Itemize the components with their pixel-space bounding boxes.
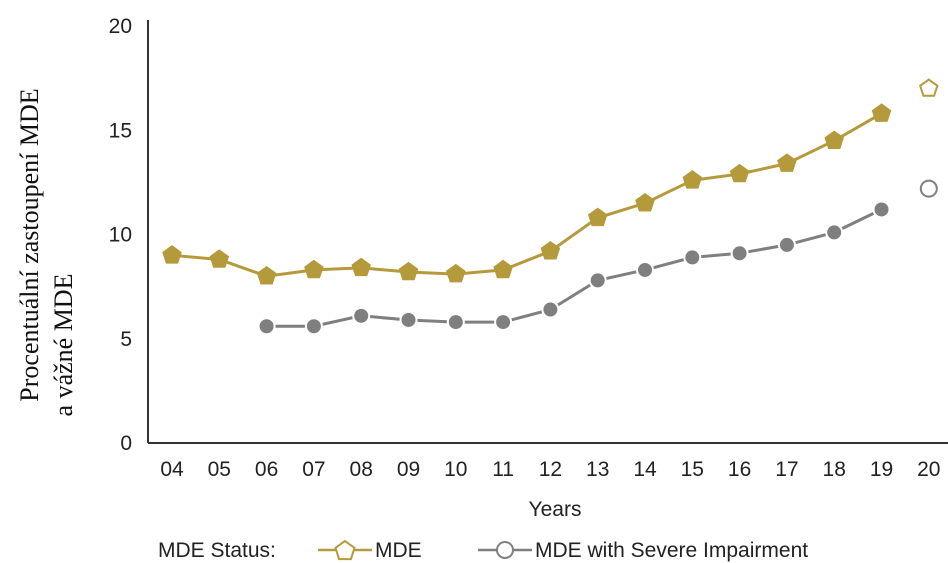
x-tick-label: 11 [492, 458, 514, 481]
series-line [171, 112, 883, 278]
x-tick-label: 17 [775, 458, 798, 481]
x-tick-label: 07 [302, 458, 325, 481]
data-point [777, 235, 796, 254]
data-point [494, 313, 513, 332]
y-axis-label-line-1: Procentuální zastoupení MDE [15, 88, 44, 401]
x-tick-label: 05 [208, 458, 231, 481]
data-point [777, 153, 797, 172]
data-point [304, 317, 323, 336]
y-tick-label: 5 [120, 328, 132, 351]
data-point [730, 244, 749, 263]
data-point [304, 259, 324, 279]
data-point [399, 310, 418, 329]
data-point [493, 259, 513, 279]
x-tick-label: 09 [397, 458, 420, 481]
data-point [825, 223, 844, 242]
data-point [588, 271, 607, 290]
legend-mde-pentagon-icon [334, 539, 356, 561]
x-tick-label: 14 [633, 458, 657, 481]
data-point [352, 306, 371, 325]
y-ticks: 0 5 10 15 20 [109, 15, 132, 455]
x-axis-label: Years [529, 498, 582, 521]
data-point [871, 103, 892, 122]
legend-severe-circle-icon [496, 541, 514, 559]
data-point [587, 207, 608, 227]
x-tick-label: 06 [255, 458, 278, 481]
data-point [919, 179, 938, 198]
series-layer [162, 78, 939, 336]
x-tick-label: 19 [870, 458, 893, 481]
x-tick-label: 16 [728, 458, 751, 481]
data-point [683, 248, 702, 267]
y-tick-label: 15 [109, 119, 132, 142]
data-point [540, 240, 561, 260]
data-point [919, 78, 939, 97]
legend-item-severe: MDE with Severe Impairment [478, 539, 808, 562]
data-point [636, 260, 654, 279]
x-tick-label: 18 [823, 458, 846, 481]
data-point [351, 257, 371, 277]
x-tick-label: 04 [160, 458, 184, 481]
legend: MDE Status: MDE MDE with Severe Impairme… [158, 539, 808, 562]
y-tick-label: 10 [109, 224, 132, 247]
data-point [257, 317, 276, 336]
y-tick-label: 0 [120, 432, 132, 455]
data-point [446, 263, 466, 283]
data-point [256, 265, 277, 285]
legend-mde-label: MDE [375, 539, 422, 562]
data-point [209, 249, 230, 268]
x-tick-label: 15 [681, 458, 704, 481]
legend-item-mde: MDE [318, 539, 422, 562]
data-point [635, 192, 655, 212]
data-point [729, 163, 750, 183]
data-point [872, 200, 891, 219]
x-tick-label: 13 [586, 458, 609, 481]
y-axis-label-line-2: a vážné MDE [49, 274, 78, 417]
series-severe [257, 179, 938, 336]
legend-title: MDE Status: [158, 539, 276, 562]
x-ticks: 04 05 06 07 08 09 10 11 12 13 14 15 16 17 18 19 20 [160, 458, 940, 481]
data-point [446, 313, 465, 332]
data-point [162, 245, 182, 264]
data-point [824, 130, 844, 149]
data-point [398, 261, 419, 281]
x-tick-label: 20 [917, 458, 940, 481]
x-tick-label: 08 [350, 458, 373, 481]
legend-severe-label: MDE with Severe Impairment [535, 539, 808, 562]
y-tick-label: 20 [109, 15, 132, 38]
x-tick-label: 10 [444, 458, 467, 481]
data-point [541, 300, 560, 319]
series-mde [162, 78, 939, 285]
data-point [682, 170, 703, 189]
x-tick-label: 12 [539, 458, 562, 481]
